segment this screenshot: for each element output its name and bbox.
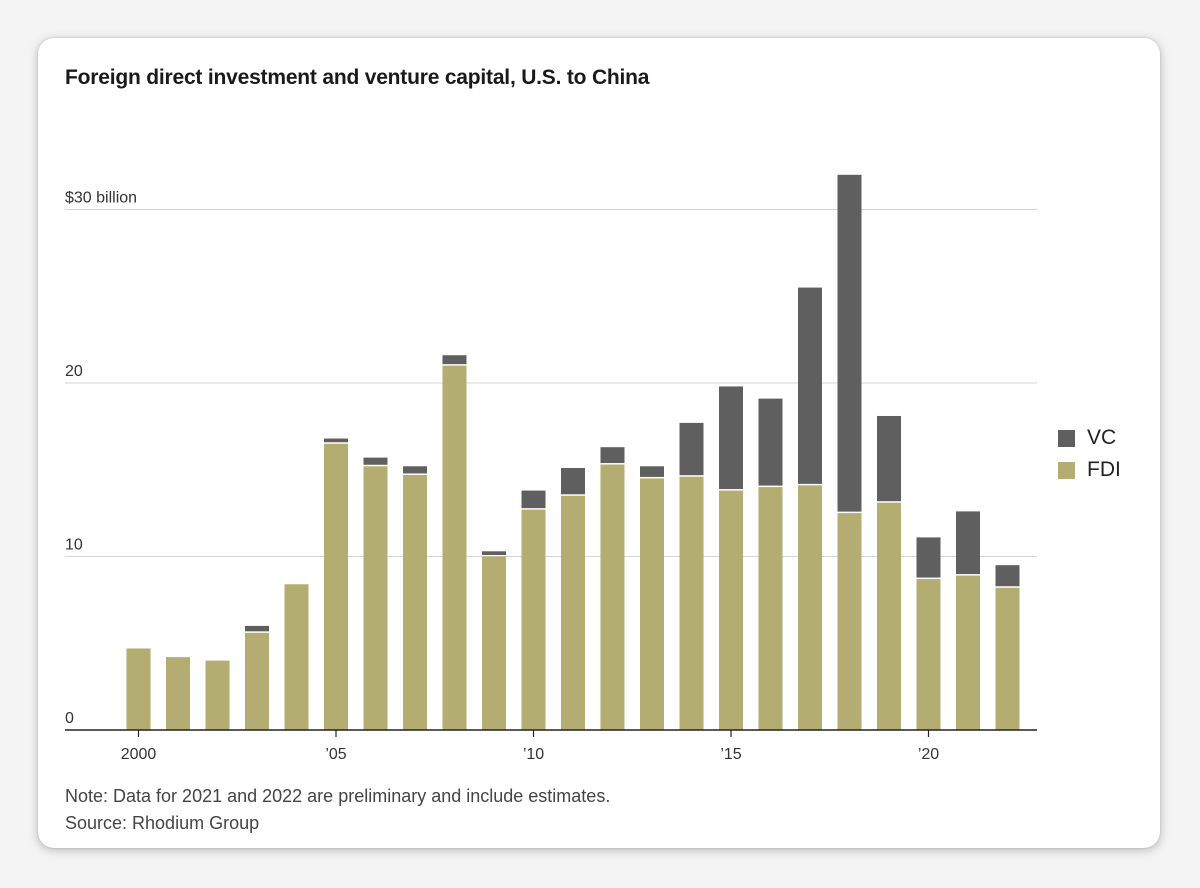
bar-fdi-2021 <box>956 575 980 730</box>
bar-fdi-2000 <box>126 648 151 730</box>
bar-vc-2005 <box>324 438 348 443</box>
bar-fdi-2019 <box>877 502 901 730</box>
x-tick-label-2015: ’15 <box>720 746 741 763</box>
x-tick-label-2010: ’10 <box>523 746 544 763</box>
bar-vc-2007 <box>403 466 427 474</box>
chart-title: Foreign direct investment and venture ca… <box>65 66 650 89</box>
bar-vc-2010 <box>521 490 546 509</box>
bar-vc-2014 <box>679 422 704 476</box>
bar-fdi-2010 <box>521 509 546 730</box>
legend-item-fdi: FDI <box>1058 454 1121 486</box>
bar-fdi-2018 <box>837 513 862 730</box>
legend-label-fdi: FDI <box>1087 458 1121 481</box>
bar-vc-2011 <box>561 468 585 495</box>
bar-vc-2009 <box>482 551 506 555</box>
bar-vc-2019 <box>877 415 901 502</box>
bar-vc-2003 <box>245 625 269 632</box>
y-tick-label-10: 10 <box>65 537 83 554</box>
y-tick-label-0: 0 <box>65 710 74 727</box>
bar-fdi-2015 <box>719 490 743 730</box>
bar-fdi-2007 <box>403 474 427 730</box>
legend-item-vc: VC <box>1058 422 1121 454</box>
bar-fdi-2012 <box>600 464 625 730</box>
bar-fdi-2005 <box>324 443 348 730</box>
bar-fdi-2014 <box>679 476 704 730</box>
bar-fdi-2003 <box>245 632 269 730</box>
bar-fdi-2017 <box>798 485 822 730</box>
bar-fdi-2022 <box>995 587 1020 730</box>
bar-vc-2008 <box>442 355 467 365</box>
legend-label-vc: VC <box>1087 426 1117 449</box>
bar-vc-2020 <box>916 537 941 578</box>
bar-fdi-2016 <box>758 487 783 730</box>
legend: VC FDI <box>1058 422 1121 486</box>
bar-fdi-2002 <box>205 660 230 730</box>
gridlines <box>65 209 1037 557</box>
bar-fdi-2004 <box>284 584 309 730</box>
bar-fdi-2020 <box>916 579 941 730</box>
legend-swatch-vc <box>1058 429 1075 447</box>
bar-vc-2012 <box>600 447 625 464</box>
x-axis <box>65 729 1037 737</box>
bar-fdi-2008 <box>442 365 467 730</box>
bar-vc-2018 <box>837 174 862 512</box>
bar-vc-2021 <box>956 511 980 575</box>
bar-vc-2017 <box>798 287 822 484</box>
x-tick-label-2000: 2000 <box>121 746 157 763</box>
bar-vc-2022 <box>995 565 1020 587</box>
bar-vc-2015 <box>719 386 743 490</box>
bar-fdi-2009 <box>482 556 506 730</box>
y-tick-label-30: $30 billion <box>65 190 137 207</box>
bar-fdi-2001 <box>166 657 190 730</box>
x-tick-label-2005: ’05 <box>325 746 346 763</box>
chart-source: Source: Rhodium Group <box>65 813 260 833</box>
legend-swatch-fdi <box>1058 461 1075 479</box>
bar-vc-2013 <box>640 466 664 477</box>
bar-fdi-2013 <box>640 478 664 730</box>
axis-labels: 0 10 20 $30 billion 2000 ’05 ’10 ’15 ’20 <box>65 190 939 764</box>
bar-fdi-2011 <box>561 495 585 730</box>
bar-vc-2016 <box>758 398 783 486</box>
y-tick-label-20: 20 <box>65 363 83 380</box>
bars <box>126 174 1020 730</box>
x-tick-label-2020: ’20 <box>918 746 939 763</box>
chart-note: Note: Data for 2021 and 2022 are prelimi… <box>65 786 611 806</box>
bar-fdi-2006 <box>363 466 388 730</box>
bar-vc-2006 <box>363 457 388 465</box>
